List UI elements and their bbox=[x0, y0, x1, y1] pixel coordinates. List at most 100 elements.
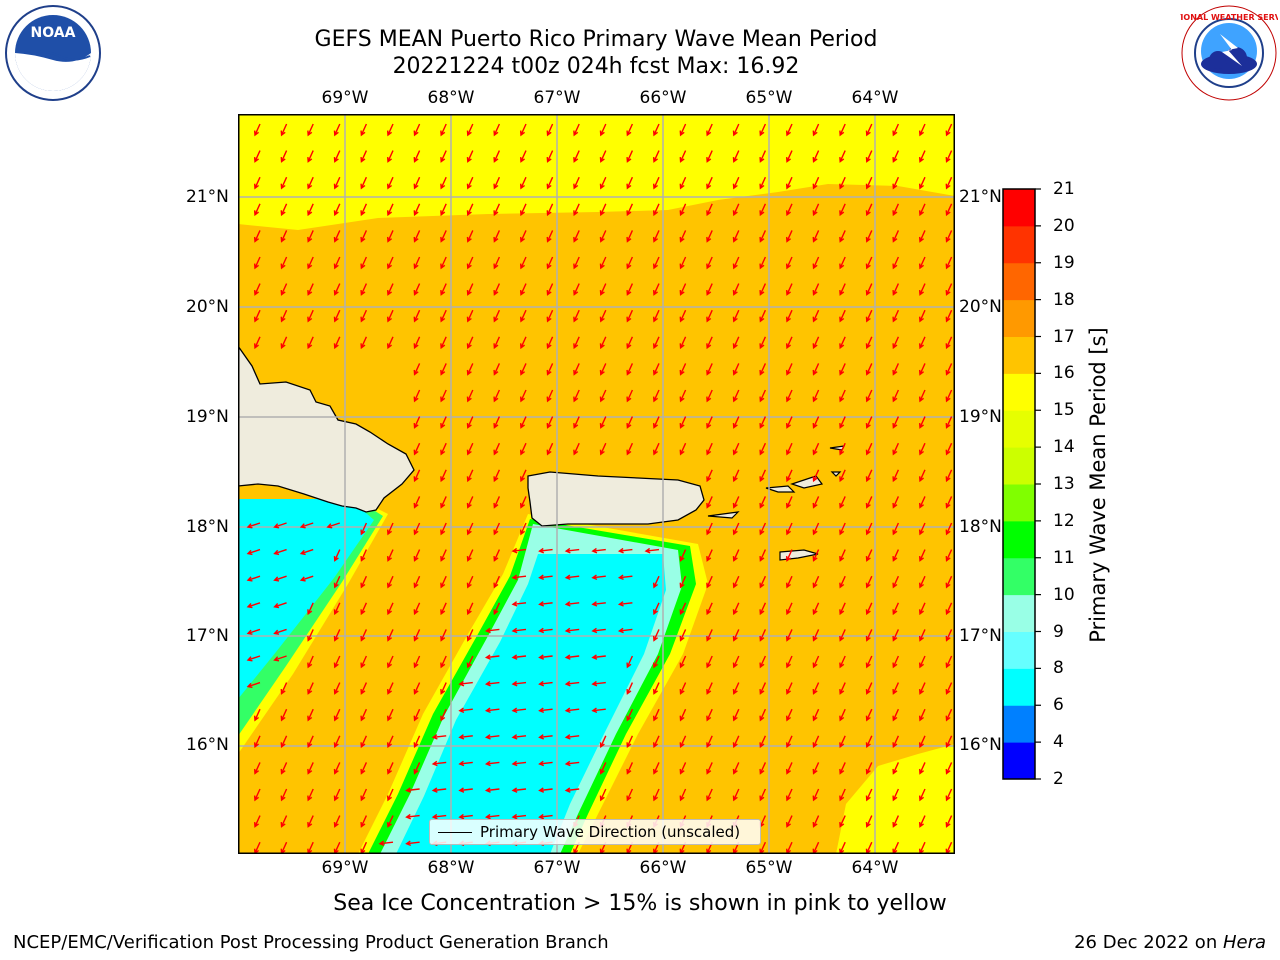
wave-direction-arrow bbox=[493, 283, 501, 296]
wave-direction-arrow bbox=[333, 708, 341, 722]
wave-direction-arrow bbox=[511, 601, 527, 607]
wave-direction-arrow bbox=[386, 682, 394, 695]
wave-direction-arrow bbox=[759, 788, 767, 802]
wave-direction-arrow bbox=[599, 309, 607, 323]
wave-direction-arrow bbox=[564, 734, 580, 740]
wave-direction-arrow bbox=[273, 522, 287, 529]
wave-direction-arrow bbox=[839, 176, 846, 190]
lon-tick-top: 69°W bbox=[321, 88, 369, 108]
wave-direction-arrow bbox=[918, 123, 926, 137]
wave-direction-arrow bbox=[945, 309, 953, 323]
wave-direction-arrow bbox=[652, 416, 660, 429]
wave-direction-arrow bbox=[466, 655, 474, 669]
wave-direction-arrow bbox=[812, 203, 820, 217]
wave-direction-arrow bbox=[785, 762, 793, 775]
wave-direction-arrow bbox=[706, 309, 713, 323]
wave-direction-arrow bbox=[706, 496, 713, 509]
wave-direction-arrow bbox=[538, 734, 553, 740]
wave-direction-arrow bbox=[538, 547, 553, 554]
wave-direction-arrow bbox=[591, 547, 606, 554]
wave-direction-arrow bbox=[892, 363, 900, 376]
wave-direction-arrow bbox=[564, 627, 580, 634]
wave-direction-arrow bbox=[466, 309, 474, 323]
colorbar-swatch bbox=[1003, 557, 1035, 596]
wave-direction-arrow bbox=[405, 787, 420, 793]
wave-direction-arrow bbox=[307, 230, 314, 243]
wave-direction-arrow bbox=[865, 549, 873, 562]
wave-direction-arrow bbox=[546, 309, 554, 323]
wave-direction-arrow bbox=[440, 363, 447, 376]
wave-direction-arrow bbox=[564, 547, 580, 554]
wave-direction-arrow bbox=[564, 760, 580, 767]
wave-direction-arrow bbox=[679, 363, 687, 376]
wave-direction-arrow bbox=[360, 629, 368, 642]
wave-direction-arrow bbox=[706, 788, 713, 802]
wave-direction-arrow bbox=[413, 496, 421, 509]
wave-direction-arrow bbox=[511, 574, 527, 581]
wave-direction-arrow bbox=[440, 469, 447, 483]
wave-direction-arrow bbox=[945, 788, 953, 802]
wave-direction-arrow bbox=[386, 549, 394, 562]
wave-direction-arrow bbox=[732, 416, 740, 429]
wave-direction-arrow bbox=[538, 707, 553, 714]
lat-tick-right: 17°N bbox=[959, 626, 1002, 646]
wave-direction-arrow bbox=[333, 655, 341, 669]
wave-direction-arrow bbox=[759, 283, 767, 296]
wave-direction-arrow bbox=[333, 815, 341, 828]
wave-direction-arrow bbox=[466, 549, 474, 562]
wave-direction-arrow bbox=[626, 283, 634, 296]
wave-direction-arrow bbox=[652, 602, 660, 616]
wave-direction-arrow bbox=[945, 256, 953, 270]
wave-direction-arrow bbox=[519, 283, 527, 296]
wave-direction-arrow bbox=[573, 416, 580, 429]
wave-direction-arrow bbox=[759, 496, 767, 509]
colorbar-tick-label: 8 bbox=[1053, 658, 1064, 679]
wave-direction-arrow bbox=[759, 655, 767, 669]
wave-direction-arrow bbox=[493, 176, 501, 190]
wave-direction-arrow bbox=[360, 230, 368, 243]
wave-direction-arrow bbox=[732, 283, 740, 296]
wave-direction-arrow bbox=[299, 575, 314, 582]
wave-direction-arrow bbox=[865, 203, 873, 217]
wave-direction-arrow bbox=[546, 336, 554, 350]
wave-direction-arrow bbox=[865, 336, 873, 350]
wave-direction-arrow bbox=[253, 788, 261, 802]
wave-direction-arrow bbox=[732, 123, 740, 137]
wave-direction-arrow bbox=[493, 389, 501, 403]
wave-direction-arrow bbox=[732, 708, 740, 722]
wave-direction-arrow bbox=[493, 203, 501, 217]
colorbar-tick-label: 2 bbox=[1053, 769, 1064, 789]
wave-direction-arrow bbox=[759, 363, 767, 376]
wave-direction-arrow bbox=[378, 840, 394, 847]
wave-direction-arrow bbox=[573, 442, 580, 456]
wave-direction-arrow bbox=[706, 150, 713, 163]
wave-direction-arrow bbox=[246, 575, 261, 582]
wave-direction-arrow bbox=[431, 787, 447, 793]
wave-direction-arrow bbox=[812, 629, 820, 642]
virgin-islands-land bbox=[707, 445, 846, 561]
wave-direction-vectors bbox=[246, 123, 953, 854]
wave-direction-arrow bbox=[458, 787, 473, 793]
wave-direction-arrow bbox=[785, 708, 793, 722]
wave-direction-arrow bbox=[652, 123, 660, 137]
wave-direction-arrow bbox=[918, 230, 926, 243]
wave-direction-arrow bbox=[413, 309, 421, 323]
wave-direction-arrow bbox=[945, 363, 953, 376]
wave-direction-arrow bbox=[573, 309, 580, 323]
wave-direction-arrow bbox=[732, 336, 740, 350]
wave-direction-arrow bbox=[431, 760, 447, 767]
wave-direction-arrow bbox=[440, 575, 447, 589]
wave-direction-arrow bbox=[333, 575, 341, 589]
wave-direction-arrow bbox=[812, 655, 820, 669]
wave-direction-arrow bbox=[333, 150, 341, 163]
wave-direction-arrow bbox=[918, 788, 926, 802]
wave-direction-arrow bbox=[466, 389, 474, 403]
wave-direction-arrow bbox=[652, 762, 660, 775]
wave-direction-arrow bbox=[573, 203, 580, 217]
wave-direction-arrow bbox=[280, 150, 288, 163]
wave-direction-arrow bbox=[246, 522, 261, 529]
wave-direction-arrow bbox=[785, 176, 793, 190]
wave-direction-arrow bbox=[839, 283, 846, 296]
wave-direction-arrow bbox=[812, 150, 820, 163]
wave-direction-arrow bbox=[413, 283, 421, 296]
